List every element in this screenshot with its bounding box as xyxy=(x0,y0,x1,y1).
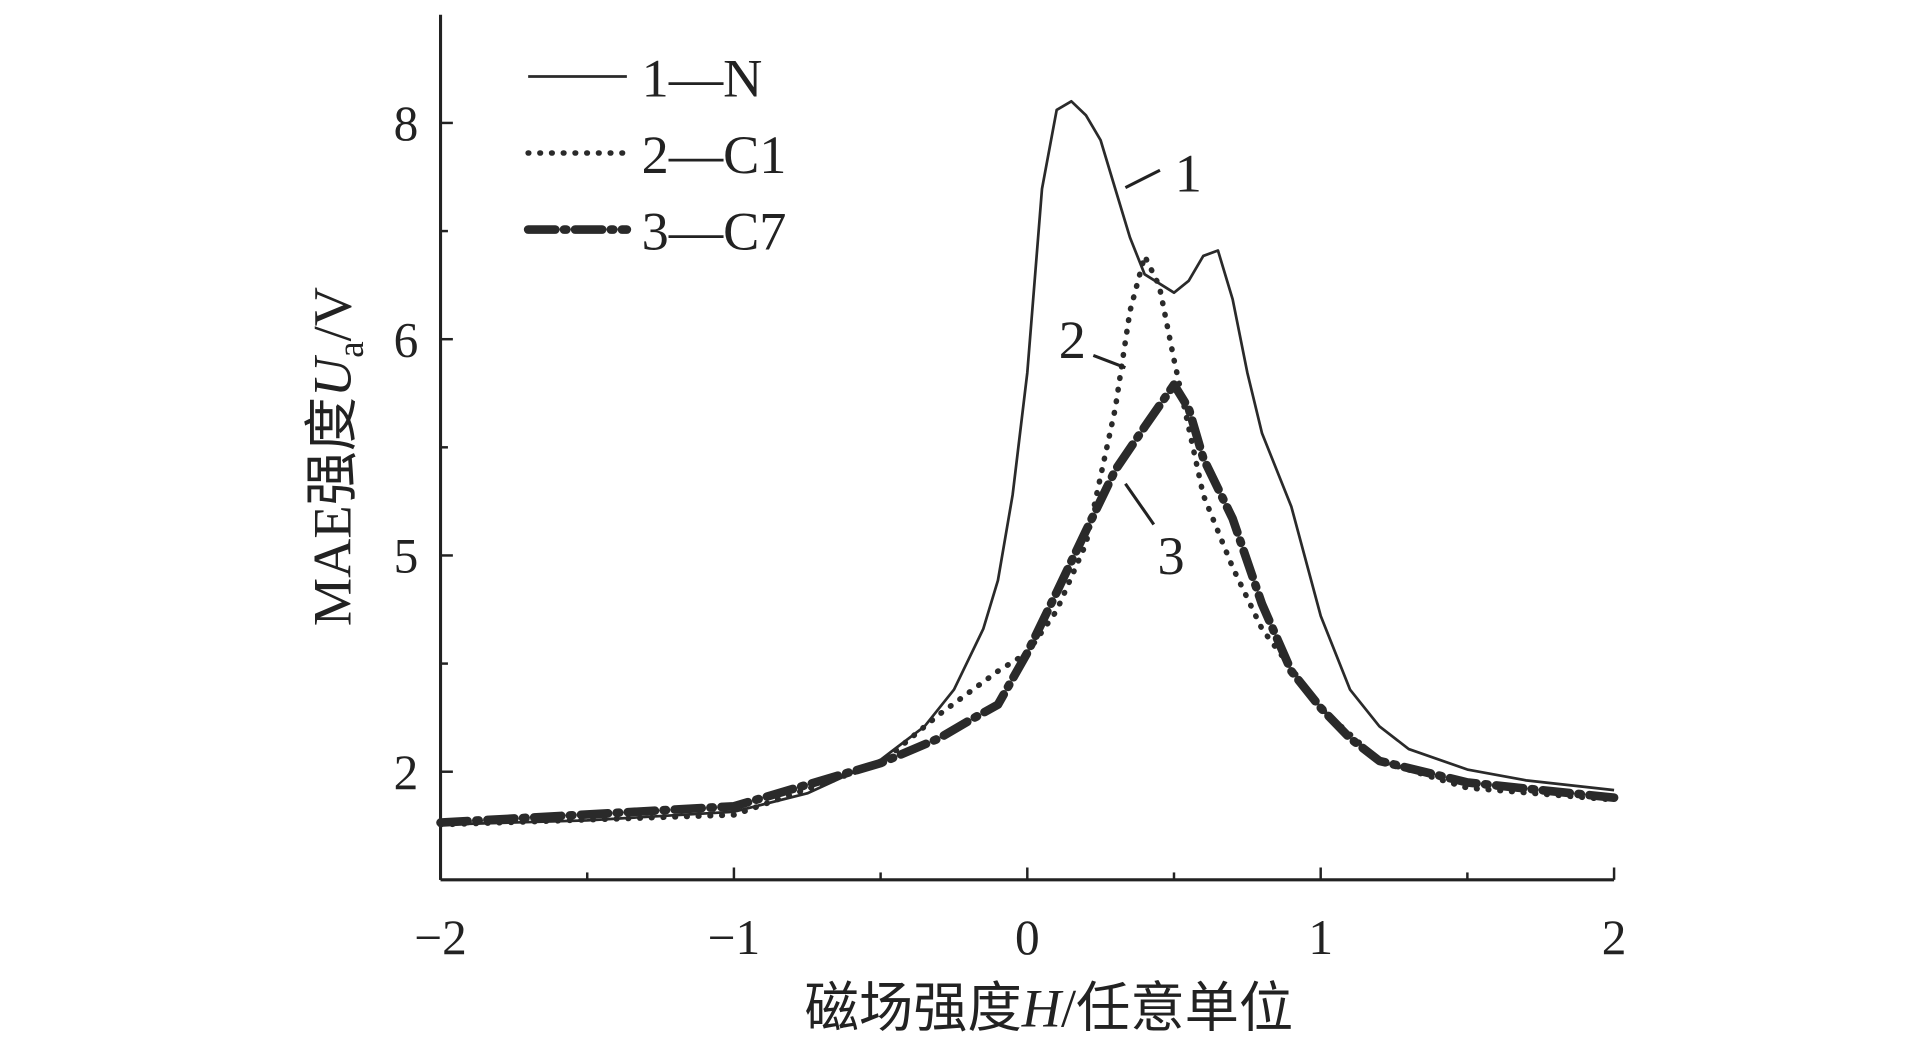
series-line xyxy=(437,253,1617,828)
legend-label: 3—C7 xyxy=(642,201,787,261)
x-tick-label: 0 xyxy=(1015,910,1040,965)
x-tick-label: −2 xyxy=(414,910,467,965)
annotation-leader xyxy=(1092,353,1126,370)
x-axis-label-part: 磁场强度 xyxy=(805,979,1022,1039)
x-axis-label-part: /任意单位 xyxy=(1061,979,1293,1039)
legend-label: 2—C1 xyxy=(642,125,787,185)
y-axis-label-part: U xyxy=(302,354,362,397)
y-axis-label: MAE强度Ua/V xyxy=(302,287,371,626)
y-axis-label-part: MAE强度 xyxy=(302,397,362,626)
series-line xyxy=(436,380,1619,827)
x-tick-label: 2 xyxy=(1602,910,1627,965)
annotation: 3 xyxy=(1157,526,1184,586)
y-axis-label-part: /V xyxy=(302,287,362,341)
annotation-leader xyxy=(1124,482,1156,526)
x-axis-label-part: H xyxy=(1021,979,1064,1039)
series-line xyxy=(440,99,1615,827)
x-tick-label: −1 xyxy=(708,910,761,965)
legend-label: 1—N xyxy=(642,48,763,108)
annotation: 2 xyxy=(1059,310,1086,370)
x-tick-label: 1 xyxy=(1308,910,1333,965)
y-tick-label: 2 xyxy=(394,745,419,800)
plot-root: 2 5 6 8 −2 −1 0 1 2 磁场强度H/任意单位 MAE强度Ua/V 1—N 2—C1 3—C… xyxy=(302,14,1627,1039)
annotation-leader xyxy=(1124,168,1161,189)
annotation: 1 xyxy=(1175,143,1202,203)
y-axis-label-part: a xyxy=(331,341,372,357)
y-tick-label: 6 xyxy=(394,312,419,367)
x-axis-label: 磁场强度H/任意单位 xyxy=(805,979,1294,1039)
y-tick-label: 5 xyxy=(394,529,419,584)
y-tick-label: 8 xyxy=(394,96,419,151)
